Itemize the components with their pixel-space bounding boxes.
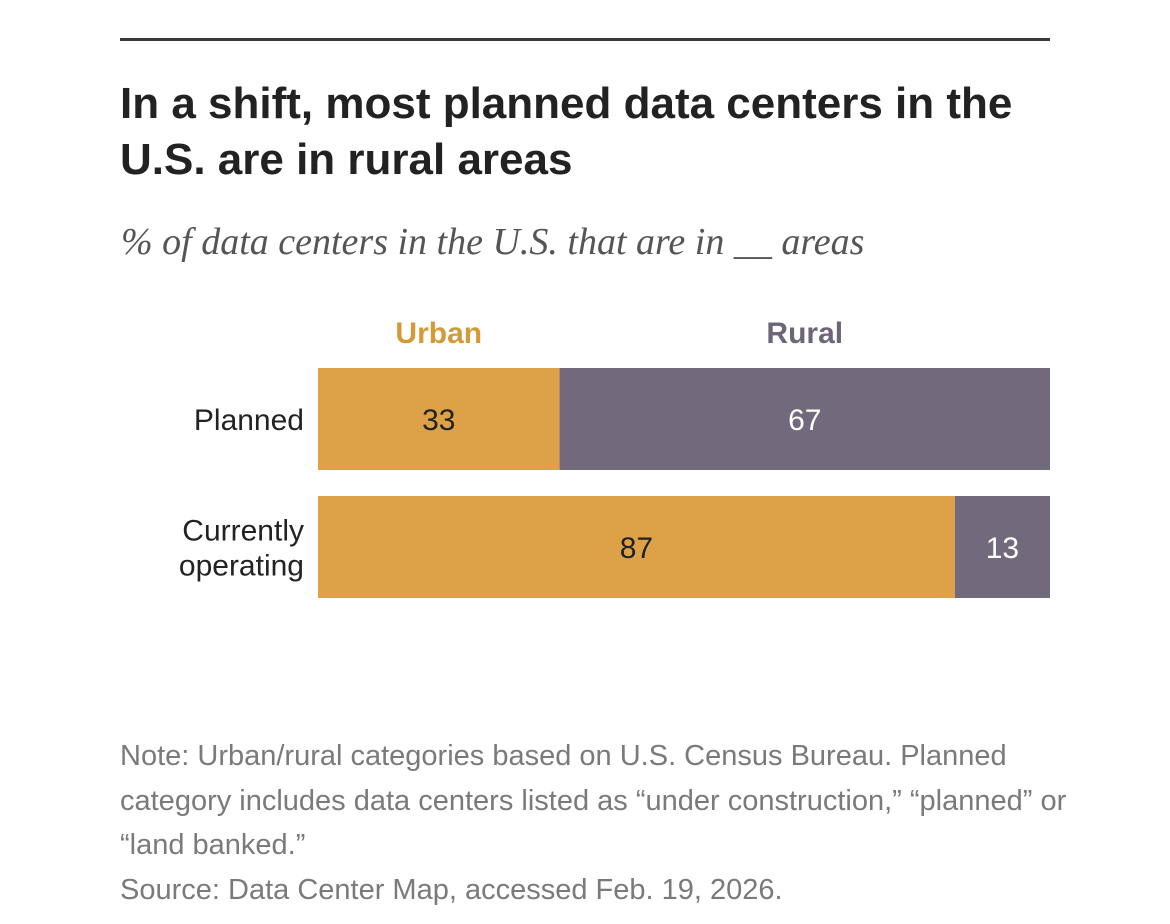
value-label-urban: 87 <box>620 532 653 565</box>
legend-rural: Rural <box>766 317 843 350</box>
bar-urban <box>318 368 560 470</box>
value-label-rural: 13 <box>986 532 1019 565</box>
footnote: Note: Urban/rural categories based on U.… <box>120 734 1080 912</box>
chart-subtitle: % of data centers in the U.S. that are i… <box>121 221 865 263</box>
category-label: Currently operating <box>179 515 304 583</box>
note-text: Note: Urban/rural categories based on U.… <box>120 740 1067 861</box>
bar-rural <box>559 368 1050 470</box>
stacked-bar-chart: Urban Rural Planned 33 67 Currently operating 8… <box>179 317 1050 598</box>
bar-urban <box>318 496 955 598</box>
top-rule <box>120 38 1050 41</box>
source-text: Source: Data Center Map, accessed Feb. 1… <box>120 873 783 906</box>
bar-rural <box>954 496 1050 598</box>
value-label-rural: 67 <box>788 404 821 437</box>
legend-urban: Urban <box>395 317 482 350</box>
value-label-urban: 33 <box>422 404 455 437</box>
category-label: Planned <box>194 404 304 437</box>
chart-title: In a shift, most planned data centers in… <box>120 79 1013 184</box>
